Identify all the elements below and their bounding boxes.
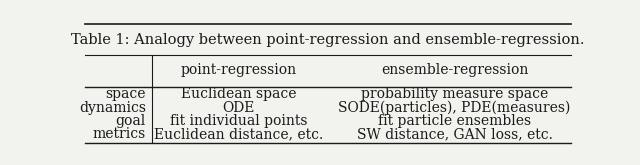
- Text: Euclidean space: Euclidean space: [181, 87, 296, 101]
- Text: metrics: metrics: [93, 127, 146, 141]
- Text: probability measure space: probability measure space: [361, 87, 548, 101]
- Text: dynamics: dynamics: [79, 100, 146, 115]
- Text: point-regression: point-regression: [180, 63, 297, 77]
- Text: SODE(particles), PDE(measures): SODE(particles), PDE(measures): [339, 100, 571, 115]
- Text: space: space: [106, 87, 146, 101]
- Text: Euclidean distance, etc.: Euclidean distance, etc.: [154, 127, 323, 141]
- Text: ODE: ODE: [223, 100, 255, 115]
- Text: goal: goal: [116, 114, 146, 128]
- Text: SW distance, GAN loss, etc.: SW distance, GAN loss, etc.: [356, 127, 552, 141]
- Text: Table 1: Analogy between point-regression and ensemble-regression.: Table 1: Analogy between point-regressio…: [71, 33, 585, 47]
- Text: ensemble-regression: ensemble-regression: [381, 63, 528, 77]
- Text: fit individual points: fit individual points: [170, 114, 307, 128]
- Text: fit particle ensembles: fit particle ensembles: [378, 114, 531, 128]
